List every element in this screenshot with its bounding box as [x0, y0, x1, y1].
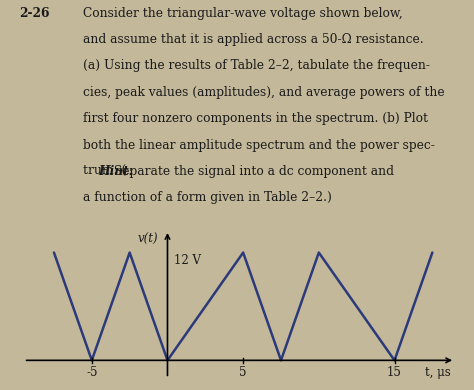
Text: Hint:: Hint: — [99, 165, 134, 178]
Text: t, μs: t, μs — [425, 366, 450, 379]
Text: 5: 5 — [239, 366, 247, 379]
Text: first four nonzero components in the spectrum. (b) Plot: first four nonzero components in the spe… — [83, 112, 428, 125]
Text: a function of a form given in Table 2–2.): a function of a form given in Table 2–2.… — [83, 191, 332, 204]
Text: and assume that it is applied across a 50-Ω resistance.: and assume that it is applied across a 5… — [83, 33, 424, 46]
Text: 2-26: 2-26 — [19, 7, 49, 20]
Text: Consider the triangular-wave voltage shown below,: Consider the triangular-wave voltage sho… — [83, 7, 403, 20]
Text: -5: -5 — [86, 366, 98, 379]
Text: both the linear amplitude spectrum and the power spec-: both the linear amplitude spectrum and t… — [83, 138, 435, 152]
Text: v(t): v(t) — [138, 233, 158, 246]
Text: Separate the signal into a dc component and: Separate the signal into a dc component … — [109, 165, 394, 178]
Text: cies, peak values (amplitudes), and average powers of the: cies, peak values (amplitudes), and aver… — [83, 86, 445, 99]
Text: 15: 15 — [387, 366, 402, 379]
Text: 12 V: 12 V — [173, 254, 201, 268]
Text: (a) Using the results of Table 2–2, tabulate the frequen-: (a) Using the results of Table 2–2, tabu… — [83, 60, 430, 73]
Text: trum. (: trum. ( — [83, 165, 126, 178]
